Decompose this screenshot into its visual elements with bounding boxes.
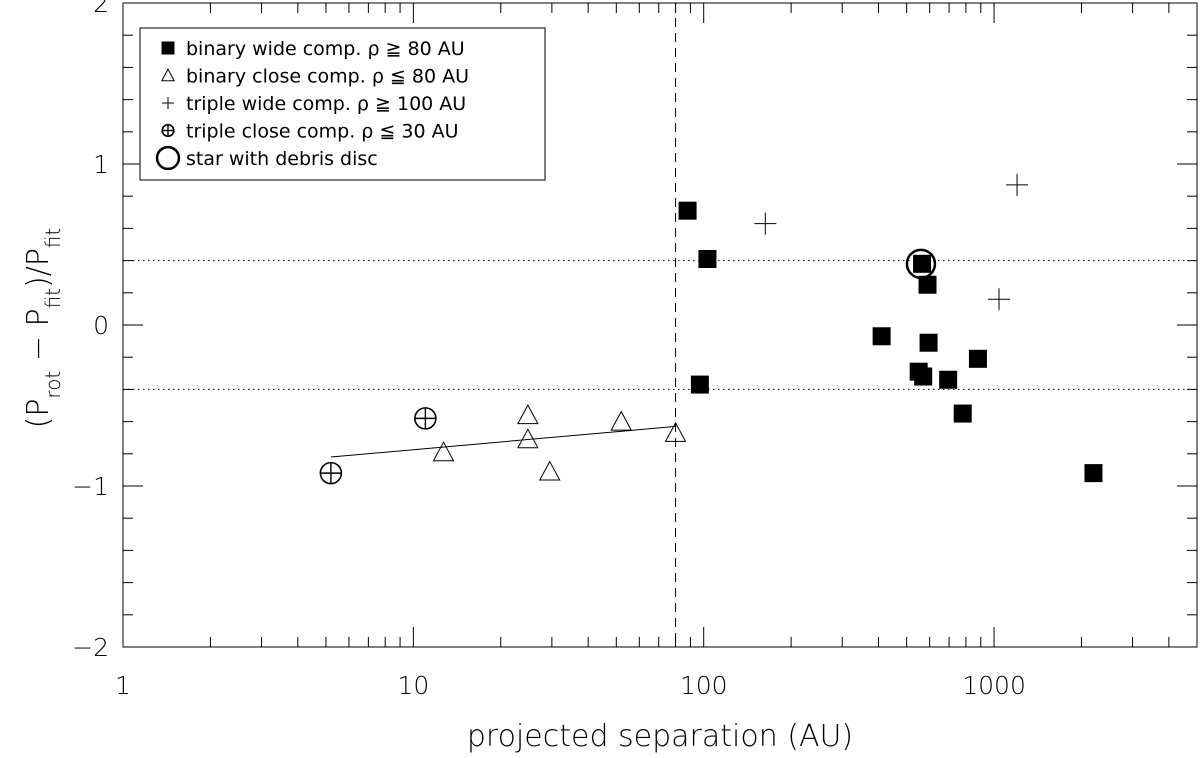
y-tick-label: 2	[93, 0, 109, 18]
y-axis-title-subscript: fit	[41, 288, 65, 308]
data-point-circle-plus	[414, 407, 437, 430]
data-point-filled-square	[919, 333, 938, 352]
legend-entry-label: binary wide comp. ρ ≧ 80 AU	[186, 38, 465, 60]
data-point-big-circle	[905, 248, 937, 280]
legend-symbol-plus	[161, 96, 175, 110]
data-point-open-triangle	[610, 410, 633, 431]
fit-line	[330, 425, 676, 458]
y-tick-label: 1	[93, 150, 109, 179]
legend-symbol-circle-plus	[161, 123, 175, 138]
x-axis-title: projected separation (AU)	[467, 719, 853, 754]
legend-symbol-filled-square	[161, 41, 175, 55]
data-point-filled-square	[678, 201, 697, 220]
data-point-filled-square	[939, 370, 958, 389]
x-tick-label: 10	[397, 671, 429, 700]
legend-entry-label: binary close comp. ρ ≦ 80 AU	[186, 66, 469, 88]
data-point-circle-plus	[319, 461, 343, 485]
data-point-plus	[754, 212, 777, 235]
data-point-filled-square	[918, 275, 937, 294]
data-point-open-triangle	[664, 421, 687, 442]
data-point-filled-square	[953, 404, 972, 423]
legend-symbol-big-circle	[155, 145, 181, 171]
data-point-open-triangle	[517, 404, 539, 425]
legend-entry-label: triple wide comp. ρ ≧ 100 AU	[186, 93, 466, 115]
data-point-filled-square	[698, 249, 717, 268]
y-tick-label: −2	[72, 633, 109, 662]
y-axis-title-part: )/P	[21, 248, 56, 288]
y-axis-title-subscript: fit	[41, 228, 65, 248]
y-axis-title-part: (P	[21, 399, 56, 429]
legend-box	[139, 27, 546, 181]
data-point-open-triangle	[538, 460, 561, 481]
y-axis-title-part: − P	[21, 308, 56, 370]
legend-entry-label: triple close comp. ρ ≦ 30 AU	[186, 121, 459, 143]
data-point-plus	[987, 288, 1010, 311]
y-tick-label: −1	[72, 472, 109, 501]
data-point-filled-square	[914, 367, 933, 386]
data-point-filled-square	[968, 349, 987, 368]
data-point-plus	[1006, 173, 1029, 196]
x-tick-label: 1	[115, 671, 131, 700]
data-point-open-triangle	[432, 441, 455, 462]
data-point-filled-square	[872, 327, 891, 346]
y-axis-title: (Prot − Pfit)/Pfit	[21, 228, 65, 429]
data-point-filled-square	[1084, 464, 1103, 483]
data-point-filled-square	[690, 375, 709, 394]
y-axis-title-subscript: rot	[41, 371, 65, 399]
legend-symbol-open-triangle	[160, 68, 176, 82]
legend-entry-label: star with debris disc	[186, 148, 378, 170]
y-tick-label: 0	[93, 311, 109, 340]
data-point-open-triangle	[517, 428, 539, 449]
x-tick-label: 100	[680, 671, 728, 700]
x-tick-label: 1000	[962, 671, 1026, 700]
data-point-filled-square	[913, 254, 932, 273]
